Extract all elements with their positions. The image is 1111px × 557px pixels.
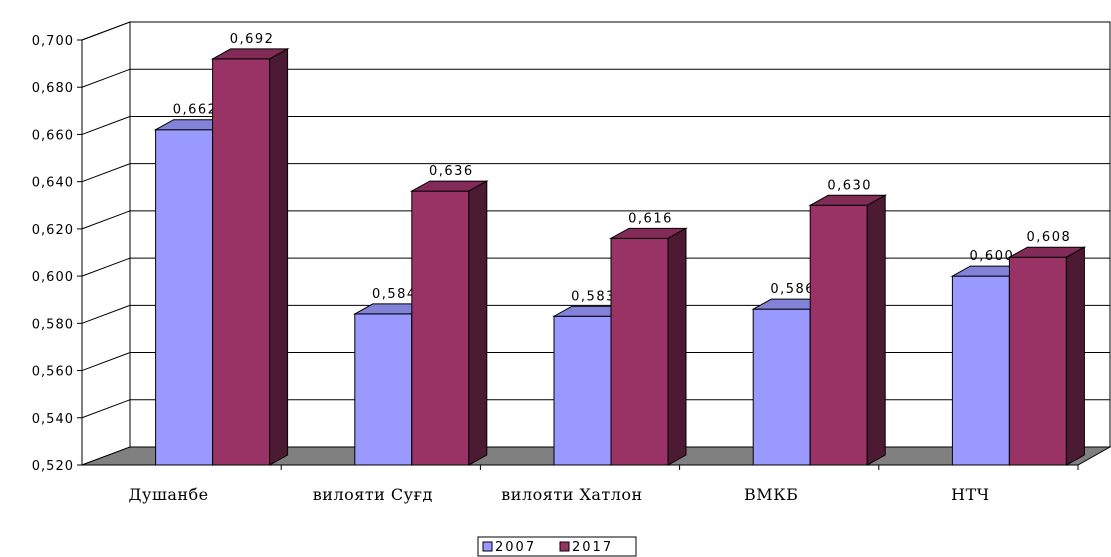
bar-2017-0: 0,692 [210, 32, 290, 466]
bar-front [553, 315, 612, 466]
legend: 2007 2017 [477, 536, 637, 557]
category-label: Душанбе [129, 485, 209, 504]
category-labels: Душанбе вилояти Суғд вилояти Хатлон ВМКБ НТЧ [129, 485, 990, 504]
y-tick-label: 0,620 [32, 223, 74, 238]
data-label: 0,616 [628, 211, 673, 226]
bar-front [354, 313, 413, 466]
bar-2017-1: 0,636 [409, 164, 489, 466]
y-tick-label: 0,520 [32, 459, 74, 474]
y-tick-label: 0,600 [32, 270, 74, 285]
category-label: вилояти Хатлон [501, 485, 642, 504]
gridline-side [81, 163, 131, 183]
legend-label: 2017 [572, 540, 613, 555]
gridline-side [81, 210, 131, 230]
category-label: ВМКБ [744, 485, 798, 504]
gridline-side [81, 399, 131, 419]
bar-side [468, 180, 488, 466]
data-label: 0,600 [970, 249, 1015, 264]
category-label: НТЧ [951, 485, 990, 504]
data-label: 0,583 [571, 289, 616, 304]
bar-2017-3: 0,630 [808, 178, 888, 466]
data-label: 0,630 [827, 178, 872, 193]
gridline-side [81, 21, 131, 41]
gridline-side [81, 304, 131, 324]
data-label: 0,662 [173, 103, 218, 118]
bar-front [1008, 256, 1067, 466]
bar-front [155, 129, 214, 466]
y-tick-label: 0,540 [32, 412, 74, 427]
data-label: 0,636 [429, 164, 474, 179]
gridline-side [81, 115, 131, 135]
bar-front [809, 204, 868, 466]
gridline-side [81, 352, 131, 372]
data-label: 0,586 [770, 282, 815, 297]
side-wall [81, 21, 131, 466]
y-tick-label: 0,560 [32, 365, 74, 380]
legend-label: 2007 [495, 540, 536, 555]
bar-side [866, 194, 886, 466]
y-tick-label: 0,680 [32, 81, 74, 96]
y-tick-label: 0,640 [32, 176, 74, 191]
bar-2017-4: 0,608 [1007, 230, 1087, 466]
data-label: 0,692 [230, 32, 275, 47]
bar-front [212, 58, 271, 466]
data-label: 0,584 [372, 287, 417, 302]
bar-side [667, 227, 687, 466]
bar-front [610, 237, 669, 466]
legend-swatch [482, 541, 493, 552]
gridline-side [81, 68, 131, 88]
gridline-side [81, 257, 131, 277]
bar-front [951, 275, 1010, 466]
bar-side [269, 48, 289, 466]
legend-swatch [559, 541, 570, 552]
bar-front [752, 308, 811, 466]
bar-side [1065, 246, 1085, 466]
bar-2017-2: 0,616 [609, 211, 688, 466]
y-tick-label: 0,580 [32, 317, 74, 332]
data-label: 0,608 [1027, 230, 1072, 245]
category-label: вилояти Суғд [313, 485, 433, 504]
bars: 0,662 0,692 0,584 0,636 0,583 0,616 0,586 0,630… [153, 32, 1087, 466]
legend-box [477, 536, 637, 557]
bar-front [411, 190, 470, 466]
y-tick-label: 0,700 [32, 34, 74, 49]
y-tick-label: 0,660 [32, 128, 74, 143]
